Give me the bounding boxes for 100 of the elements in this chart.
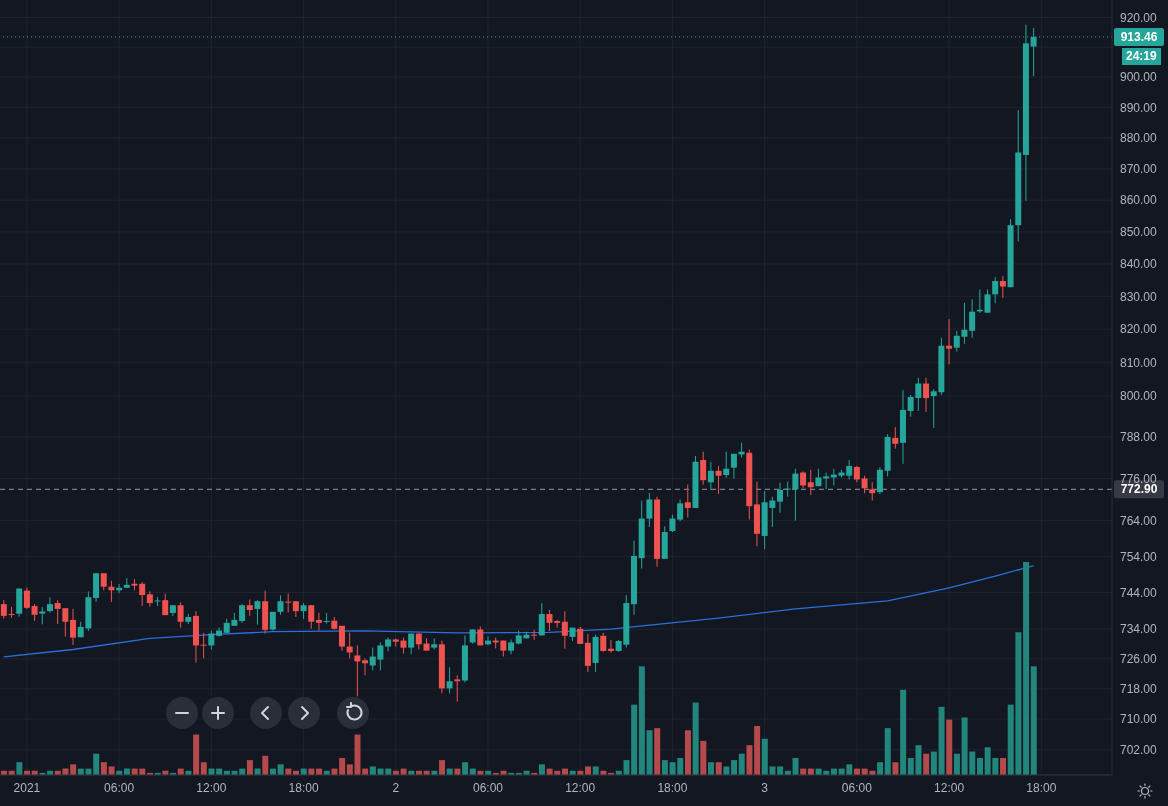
text: 24:19 bbox=[1122, 47, 1161, 65]
bar bbox=[938, 706, 945, 775]
line-series bbox=[3, 565, 1035, 658]
x-tick-label: 12:00 bbox=[565, 780, 596, 795]
y-tick-label: 788.00 bbox=[1120, 430, 1158, 445]
ref-line-label: 913.46 bbox=[1120, 29, 1158, 44]
bar bbox=[731, 760, 738, 775]
candlestick bbox=[315, 612, 322, 632]
x-tick-label: 12:00 bbox=[934, 780, 965, 795]
bar bbox=[585, 766, 592, 775]
bar bbox=[638, 666, 645, 775]
bar bbox=[684, 730, 691, 775]
candlestick bbox=[700, 451, 707, 486]
y-tick-label: 710.00 bbox=[1120, 712, 1158, 727]
candlestick bbox=[0, 599, 7, 619]
y-tick-label: 810.00 bbox=[1120, 355, 1158, 370]
bar bbox=[262, 755, 269, 775]
y-tick-label: 830.00 bbox=[1120, 289, 1158, 304]
bar bbox=[715, 762, 722, 775]
candlestick bbox=[446, 666, 453, 694]
y-tick-label: 870.00 bbox=[1120, 162, 1158, 177]
bar bbox=[1030, 666, 1037, 775]
bar bbox=[953, 753, 960, 775]
bar bbox=[692, 702, 699, 775]
bar bbox=[339, 757, 346, 775]
candlestick bbox=[923, 377, 930, 413]
x-tick-label: 06:00 bbox=[841, 780, 873, 795]
bar bbox=[277, 764, 284, 775]
candlestick bbox=[992, 276, 999, 304]
bar bbox=[877, 762, 884, 775]
bar bbox=[193, 734, 200, 775]
candlestick bbox=[538, 602, 545, 636]
candlestick bbox=[8, 606, 15, 619]
bar bbox=[708, 762, 715, 775]
x-tick-label: 06:00 bbox=[104, 780, 135, 795]
candlestick bbox=[23, 587, 30, 610]
candlestick bbox=[684, 483, 691, 518]
candlestick bbox=[677, 498, 684, 522]
x-tick-label: 2 bbox=[392, 780, 400, 795]
candlestick bbox=[984, 288, 991, 314]
candlestick bbox=[807, 469, 814, 496]
bar bbox=[777, 766, 784, 775]
x-tick-label: 06:00 bbox=[472, 780, 504, 795]
bar bbox=[16, 762, 23, 775]
bar bbox=[654, 728, 661, 775]
bar bbox=[661, 760, 668, 775]
candlestick bbox=[600, 632, 607, 653]
bar bbox=[892, 762, 899, 775]
candlestick bbox=[285, 593, 292, 614]
bar bbox=[70, 764, 77, 775]
candlestick bbox=[354, 644, 361, 697]
bar bbox=[369, 766, 376, 775]
x-tick-label: 12:00 bbox=[196, 780, 227, 795]
candlestick bbox=[561, 610, 568, 650]
candlestick bbox=[531, 629, 538, 641]
bar bbox=[900, 689, 907, 775]
candlestick bbox=[730, 453, 737, 479]
candlestick bbox=[946, 318, 953, 365]
y-tick-label: 744.00 bbox=[1120, 585, 1158, 600]
candlestick bbox=[362, 657, 369, 676]
bar bbox=[746, 745, 753, 775]
candlestick bbox=[139, 581, 146, 607]
candlestick bbox=[707, 461, 714, 491]
candlestick bbox=[254, 599, 261, 626]
candlestick bbox=[823, 472, 830, 490]
y-tick-label: 764.00 bbox=[1120, 513, 1158, 528]
bar bbox=[792, 757, 799, 775]
candlestick bbox=[454, 674, 461, 703]
y-tick-label: 754.00 bbox=[1120, 549, 1158, 564]
bar bbox=[946, 719, 953, 775]
bar bbox=[754, 725, 761, 775]
candlestick bbox=[239, 603, 246, 624]
y-tick-label: 900.00 bbox=[1120, 70, 1158, 85]
bar bbox=[738, 753, 745, 775]
bar bbox=[100, 762, 107, 775]
bar bbox=[1000, 757, 1007, 775]
y-tick-label: 820.00 bbox=[1120, 322, 1158, 337]
candlestick bbox=[338, 625, 345, 652]
bar bbox=[723, 766, 730, 775]
y-tick-label: 702.00 bbox=[1120, 743, 1158, 758]
x-tick-label: 2021 bbox=[13, 780, 41, 795]
y-tick-label: 726.00 bbox=[1120, 652, 1158, 667]
candlestick bbox=[70, 608, 77, 646]
candlestick bbox=[876, 466, 883, 495]
bar bbox=[1023, 561, 1030, 775]
y-tick-label: 800.00 bbox=[1120, 389, 1158, 404]
candlestick bbox=[277, 594, 284, 616]
bar bbox=[538, 764, 545, 775]
bar bbox=[646, 730, 653, 775]
bar bbox=[884, 728, 891, 775]
bar bbox=[976, 757, 983, 775]
candlestick bbox=[177, 601, 184, 629]
y-tick-label: 890.00 bbox=[1120, 100, 1158, 115]
x-tick-label: 18:00 bbox=[1026, 780, 1057, 795]
candlestick bbox=[584, 633, 591, 673]
y-tick-label: 880.00 bbox=[1120, 131, 1158, 146]
bar bbox=[631, 704, 638, 775]
candlestick bbox=[46, 596, 53, 614]
y-tick-label: 734.00 bbox=[1120, 622, 1158, 637]
candlestick bbox=[200, 632, 207, 659]
